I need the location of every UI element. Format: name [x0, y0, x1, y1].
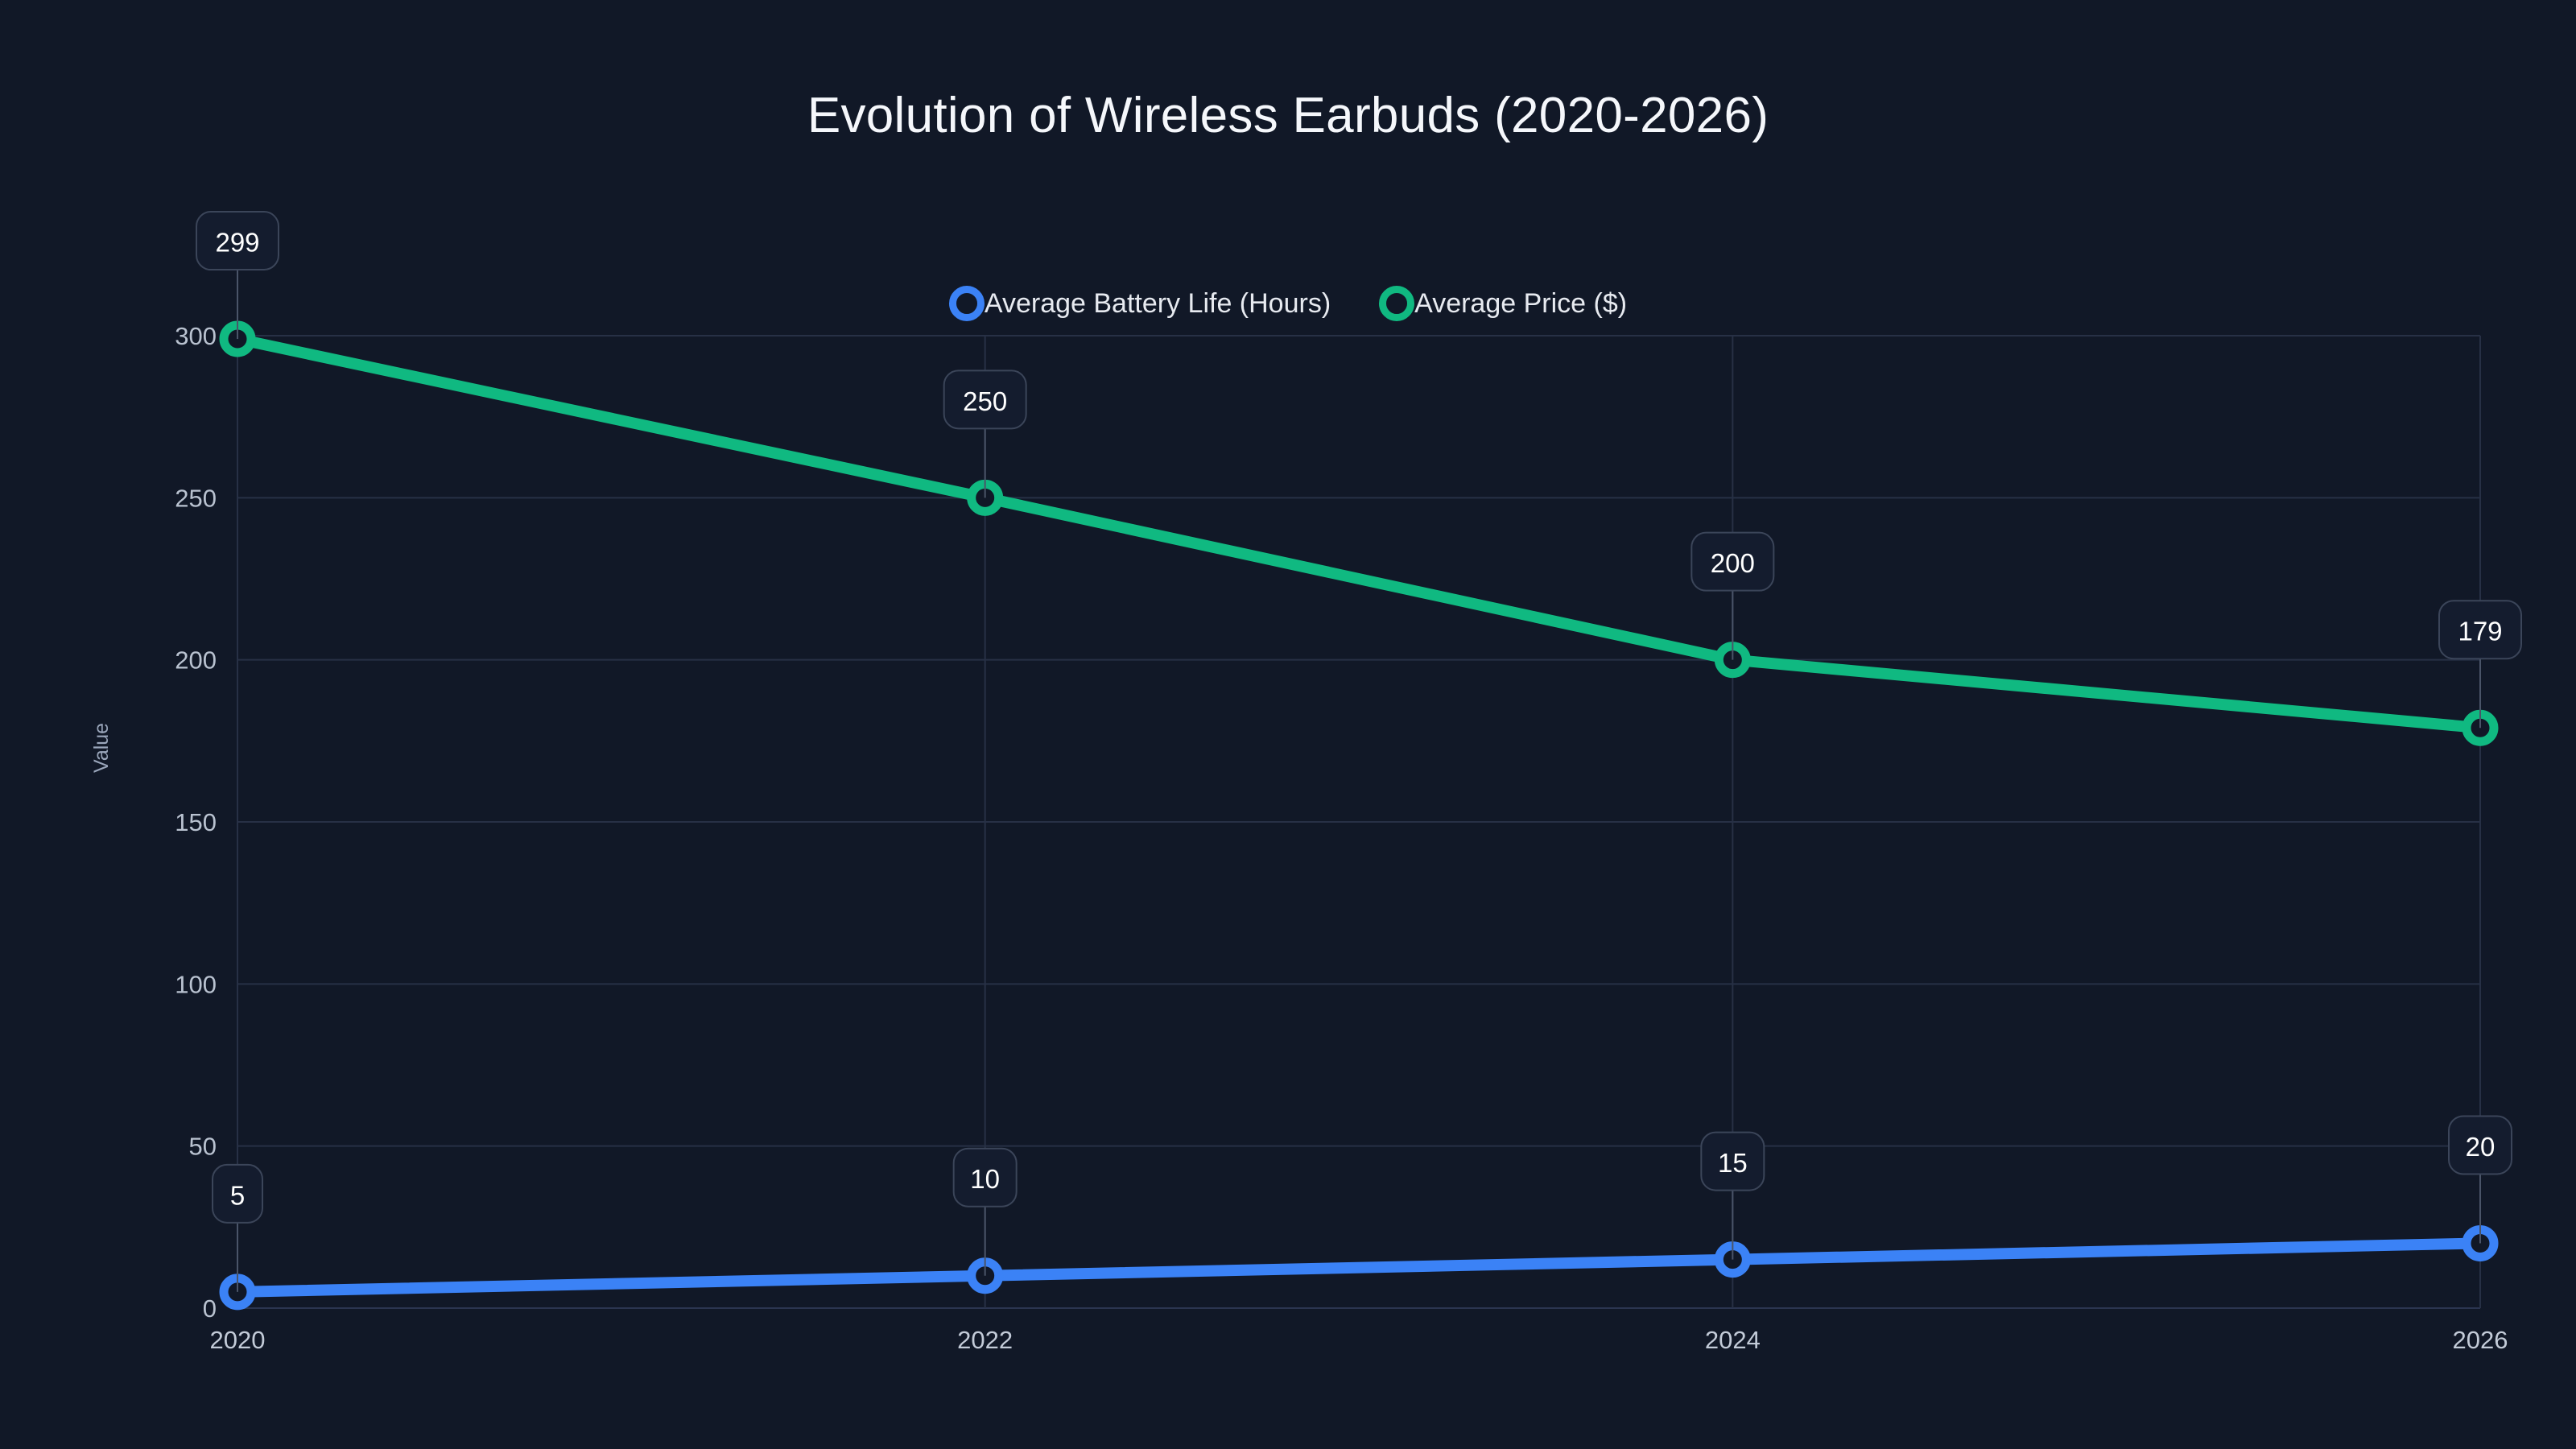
badge-background — [952, 1147, 1018, 1208]
data-label-badge: 5 — [212, 1163, 263, 1292]
y-tick-label: 150 — [175, 808, 217, 836]
data-label-badge: 179 — [2438, 600, 2522, 729]
data-label-badge: 250 — [943, 369, 1027, 498]
data-label-badge: 200 — [1690, 531, 1775, 660]
data-label-badge: 20 — [2448, 1115, 2512, 1244]
badge-background — [196, 211, 279, 271]
y-tick-label: 0 — [203, 1294, 217, 1323]
x-tick-label: 2026 — [2453, 1326, 2508, 1354]
y-tick-label: 100 — [175, 970, 217, 998]
x-tick-label: 2020 — [210, 1326, 266, 1354]
badge-value: 299 — [215, 228, 259, 258]
y-tick-label: 250 — [175, 484, 217, 512]
x-tick-label: 2022 — [957, 1326, 1013, 1354]
badge-value: 5 — [230, 1180, 245, 1210]
chart-title: Evolution of Wireless Earbuds (2020-2026… — [807, 88, 1769, 143]
badge-background — [212, 1163, 263, 1224]
badge-value: 250 — [963, 386, 1007, 416]
badge-value: 179 — [2458, 617, 2502, 646]
badge-value: 200 — [1711, 548, 1755, 578]
data-label-badge: 299 — [196, 211, 279, 340]
badge-background — [2448, 1115, 2512, 1175]
y-tick-label: 200 — [175, 646, 217, 675]
badge-background — [1700, 1131, 1765, 1191]
data-label-badge: 15 — [1700, 1131, 1765, 1260]
badge-background — [943, 369, 1027, 430]
badge-background — [2438, 600, 2522, 660]
series-line-2 — [232, 333, 2486, 734]
y-tick-label: 300 — [175, 322, 217, 350]
badge-background — [1690, 531, 1775, 592]
data-label-badge: 10 — [952, 1147, 1018, 1276]
series-line-1 — [232, 1237, 2486, 1298]
x-tick-label: 2024 — [1705, 1326, 1761, 1354]
badge-value: 15 — [1718, 1148, 1748, 1178]
y-tick-label: 50 — [189, 1133, 217, 1161]
badge-value: 20 — [2466, 1132, 2496, 1162]
badge-value: 10 — [970, 1164, 1000, 1194]
